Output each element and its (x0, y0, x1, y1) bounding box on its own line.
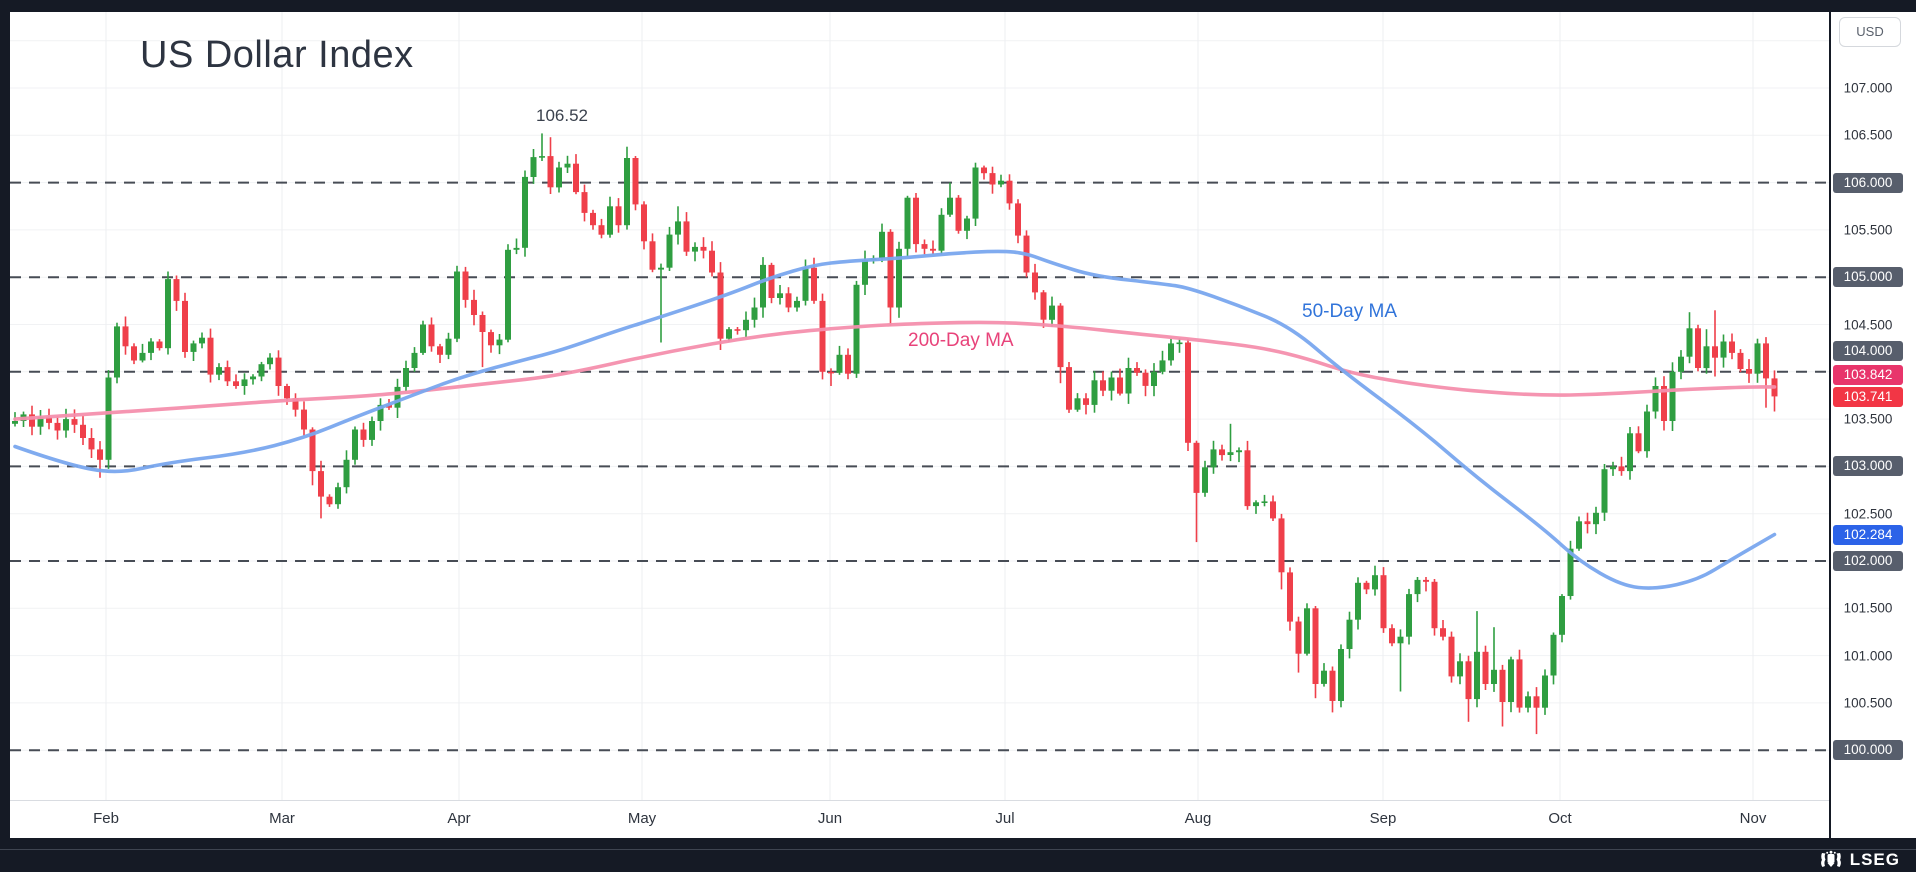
price-level-box: 106.000 (1833, 172, 1903, 193)
currency-button[interactable]: USD (1839, 17, 1901, 47)
price-marker-103.842: 103.842 (1833, 365, 1903, 385)
price-level-box: 105.000 (1833, 267, 1903, 288)
time-axis-label-feb: Feb (93, 810, 119, 827)
price-chart-canvas[interactable]: US Dollar Index 106.52 50-Day MA 200-Day… (10, 12, 1829, 800)
price-tick: 105.500 (1843, 222, 1893, 238)
price-marker-102.284: 102.284 (1833, 525, 1903, 545)
candlestick-chart (10, 12, 1829, 800)
price-tick: 101.500 (1843, 600, 1893, 616)
time-axis-label-nov: Nov (1739, 810, 1767, 827)
price-level-box: 103.000 (1833, 456, 1903, 477)
price-level-box: 100.000 (1833, 740, 1903, 761)
lseg-crest-icon (1820, 850, 1841, 867)
time-axis-label-jul: Jul (995, 810, 1015, 827)
ma200-label: 200-Day MA (908, 330, 1014, 351)
price-tick: 101.000 (1843, 648, 1893, 664)
price-axis[interactable]: USD 107.000 106.500 105.500 104.500 103.500 1… (1829, 12, 1916, 838)
time-axis-label-aug: Aug (1184, 810, 1212, 827)
price-tick: 107.000 (1843, 80, 1893, 96)
time-axis-label-mar: Mar (269, 810, 295, 827)
price-tick: 100.500 (1843, 695, 1893, 711)
ma50-label: 50-Day MA (1302, 301, 1398, 322)
bottom-bar-divider (0, 849, 1916, 850)
time-axis-label-jun: Jun (817, 810, 843, 827)
time-axis-label-sep: Sep (1369, 810, 1397, 827)
price-level-box: 102.000 (1833, 551, 1903, 571)
time-axis-label-oct: Oct (1548, 810, 1572, 827)
price-level-box: 104.000 (1833, 340, 1903, 361)
price-marker-103.741: 103.741 (1833, 387, 1903, 407)
time-axis[interactable]: Feb Mar Apr May Jun Jul Aug Sep Oct Nov (10, 800, 1829, 839)
lseg-logo: LSEG (1819, 850, 1900, 870)
lseg-brand-text: LSEG (1849, 850, 1900, 869)
time-axis-label-may: May (627, 810, 657, 827)
price-tick: 106.500 (1843, 127, 1893, 143)
price-tick: 102.500 (1843, 506, 1893, 522)
price-tick: 104.500 (1843, 317, 1893, 332)
time-axis-label-apr: Apr (447, 810, 471, 827)
bottom-bar: LSEG (0, 838, 1916, 872)
chart-title: US Dollar Index (140, 34, 414, 76)
peak-annotation: 106.52 (536, 106, 588, 125)
price-tick: 103.500 (1843, 411, 1893, 427)
